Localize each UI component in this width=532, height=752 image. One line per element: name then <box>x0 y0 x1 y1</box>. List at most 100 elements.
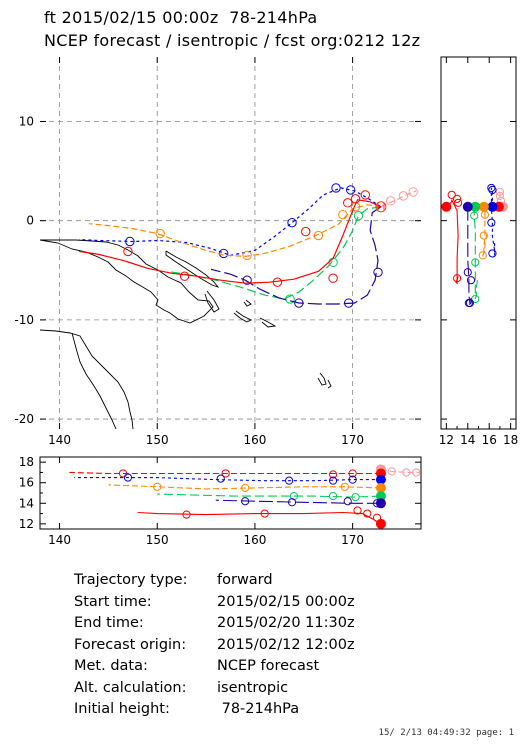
info-row: Initial height: 78-214hPa <box>74 699 355 721</box>
height-longitude-marker <box>241 497 250 506</box>
height-longitude-marker <box>289 491 299 501</box>
info-row: Alt. calculation: isentropic <box>74 678 355 700</box>
page-footer: 15/ 2/13 04:49:32 page: 1 <box>378 728 514 738</box>
trajectory-marker <box>179 271 190 281</box>
height-longitude-marker <box>216 474 225 483</box>
height-latitude-marker <box>454 198 463 207</box>
height-latitude-marker <box>479 231 488 240</box>
coastline-australia <box>71 332 117 429</box>
coastline <box>40 239 332 429</box>
x-tick-label: 14 <box>460 433 475 447</box>
trajectory-line <box>210 206 382 305</box>
height-longitude-line <box>157 493 381 498</box>
x-tick-label: 160 <box>243 533 266 547</box>
x-tick-label: 12 <box>439 433 454 447</box>
trajectory-marker <box>343 198 353 208</box>
trajectory-marker <box>331 183 341 193</box>
x-tick-label: 160 <box>243 433 266 447</box>
trajectory-marker <box>155 228 165 239</box>
trajectory-marker <box>287 217 297 228</box>
info-label: Met. data: <box>74 658 148 674</box>
height-latitude-marker <box>495 191 505 200</box>
chart-title: ft 2015/02/15 00:00z 78-214hPa <box>44 8 318 27</box>
height-longitude-marker <box>328 491 338 501</box>
coastline-new-britain <box>165 250 220 288</box>
height-latitude-marker <box>471 258 480 267</box>
trajectory-line <box>79 187 382 257</box>
height-longitude-marker <box>287 498 297 507</box>
height-longitude-marker <box>351 493 360 502</box>
height-longitude-marker <box>328 470 338 479</box>
start-height-dot <box>478 201 489 212</box>
trajectory-marker <box>398 191 409 201</box>
height-longitude-marker <box>348 469 357 478</box>
height-longitude-marker <box>348 475 357 484</box>
info-label: Forecast origin: <box>74 636 187 653</box>
trajectory-marker <box>123 246 133 257</box>
height-longitude-marker <box>353 506 362 515</box>
height-longitude-marker <box>123 473 133 482</box>
start-height-dot <box>462 201 473 212</box>
height-latitude-line <box>446 199 459 285</box>
height-latitude-line <box>467 206 472 306</box>
start-height-dot <box>487 201 498 212</box>
trajectory-marker <box>360 190 371 200</box>
trajectory-marker <box>338 210 348 220</box>
height-latitude-marker <box>495 187 505 197</box>
info-value: 78-214hPa <box>217 701 300 717</box>
height-longitude-marker <box>402 468 411 477</box>
height-latitude-lines <box>441 183 509 308</box>
y-tick-label: 10 <box>19 114 34 128</box>
height-longitude-marker <box>328 476 338 485</box>
coastline-australia <box>40 329 134 429</box>
height-longitude-line <box>74 477 381 482</box>
x-tick-label: 140 <box>48 533 71 547</box>
start-point <box>375 201 387 213</box>
trajectory-marker <box>350 194 361 204</box>
x-tick-label: 16 <box>482 433 497 447</box>
height-longitude-panel: 140 150 160 170 12 14 16 18 <box>19 455 422 547</box>
height-longitude-lines <box>69 464 421 529</box>
trajectory-marker <box>353 211 364 221</box>
info-label: End time: <box>74 615 144 631</box>
trajectory-line <box>88 204 381 258</box>
height-latitude-marker <box>488 249 497 258</box>
info-value: 2015/02/15 00:00z <box>217 593 355 610</box>
height-longitude-line <box>137 511 382 525</box>
plot-frame <box>39 456 422 530</box>
trajectory-lines <box>79 183 418 308</box>
start-height-dot <box>375 474 386 485</box>
x-tick-label: 18 <box>503 433 518 447</box>
height-longitude-line <box>69 471 381 475</box>
info-value: NCEP forecast <box>217 658 320 674</box>
info-row: End time: 2015/02/20 11:30z <box>74 613 355 635</box>
height-longitude-line <box>108 484 381 490</box>
chart-subtitle: NCEP forecast / isentropic / fcst org:02… <box>44 31 421 50</box>
height-latitude-marker <box>487 218 496 227</box>
height-longitude-marker <box>340 482 349 491</box>
height-longitude-marker <box>412 468 421 477</box>
y-tick-label: -10 <box>14 313 34 327</box>
height-latitude-marker <box>488 185 497 195</box>
y-tick-label: 18 <box>19 455 34 469</box>
trajectory-marker <box>313 230 324 241</box>
trajectory-line <box>79 199 382 284</box>
x-tick-label: 170 <box>341 433 364 447</box>
start-height-dot <box>375 498 386 509</box>
coastline-solomon <box>259 317 277 328</box>
y-tick-label: 0 <box>26 214 34 228</box>
coastline-new-guinea <box>40 239 214 324</box>
height-latitude-marker <box>487 183 496 193</box>
x-tick-label: 150 <box>146 533 169 547</box>
plot-frame <box>440 56 517 430</box>
x-tick-label: 140 <box>48 433 71 447</box>
trajectory-info: Trajectory type: forward Start time: 2015/0… <box>74 570 355 721</box>
coastline-bougainville <box>204 290 220 313</box>
height-longitude-marker <box>182 510 191 519</box>
height-longitude-marker <box>221 469 230 478</box>
trajectory-marker <box>125 236 135 247</box>
height-longitude-marker <box>387 467 396 476</box>
height-latitude-line <box>490 187 496 256</box>
trajectory-marker <box>328 257 338 268</box>
